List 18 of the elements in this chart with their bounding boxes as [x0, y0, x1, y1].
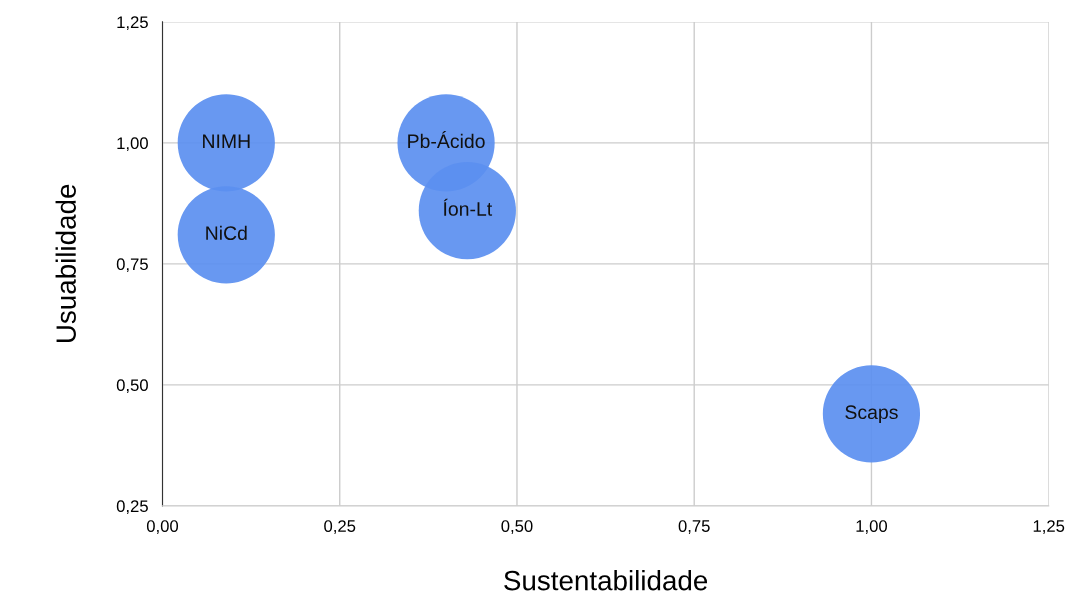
y-tick-label: 1,25: [117, 16, 148, 31]
data-label: Scaps: [845, 405, 898, 423]
y-tick-label: 1,00: [117, 137, 148, 152]
data-label: Íon-Lt: [443, 198, 493, 216]
y-axis-title: Usuabilidade: [55, 184, 76, 343]
x-tick-label: 0,25: [324, 520, 356, 534]
y-tick-label: 0,75: [116, 258, 148, 273]
y-tick-label: 0,50: [116, 379, 148, 394]
x-axis-title: Sustentabilidade: [504, 570, 708, 591]
y-tick-label: 0,25: [116, 500, 148, 515]
x-tick-label: 0,00: [146, 520, 179, 534]
data-label: NiCd: [206, 225, 247, 241]
data-label: Pb-Ácido: [408, 131, 485, 149]
x-tick-label: 0,75: [678, 520, 710, 534]
x-tick-label: 1,00: [856, 520, 888, 534]
data-label: NIMH: [203, 134, 250, 148]
x-tick-label: 0,50: [501, 520, 533, 534]
x-tick-label: 1,25: [1033, 520, 1065, 534]
